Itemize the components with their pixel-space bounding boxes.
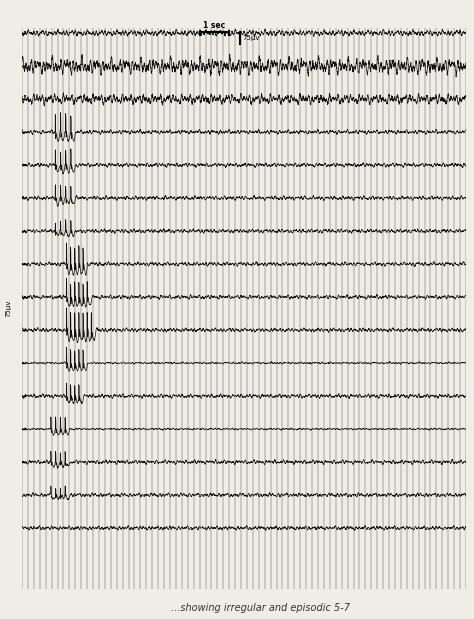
Text: 75μv: 75μv <box>243 35 260 41</box>
Text: 1 sec: 1 sec <box>203 21 226 30</box>
Text: 75μv: 75μv <box>6 300 12 318</box>
Text: ...showing irregular and episodic 5-7: ...showing irregular and episodic 5-7 <box>171 603 350 613</box>
